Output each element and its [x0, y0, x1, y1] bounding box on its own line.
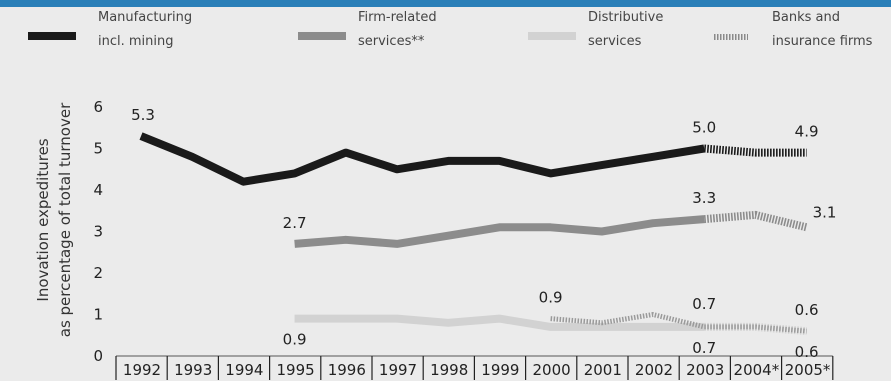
data-label-5: 3.3 [692, 189, 716, 207]
y-axis-title-line-1: Inovation expeditures [34, 138, 52, 301]
legend-item-4: Banks and insurance firms [714, 10, 873, 49]
y-tick-0: 0 [93, 347, 103, 365]
legend-swatch-2 [298, 32, 346, 40]
x-tick-1995: 1995 [277, 361, 315, 379]
data-label-9: 0.6 [795, 343, 819, 361]
series-line-firm-related-services [294, 215, 705, 248]
legend-label-3-line-2: services [588, 34, 642, 49]
legend-item-1: Manufacturing incl. mining [28, 10, 192, 49]
legend-item-2: Firm-related services** [298, 10, 437, 49]
legend-label-2-line-2: services** [358, 34, 425, 49]
x-tick-2002: 2002 [635, 361, 673, 379]
data-label-12: 0.6 [795, 301, 819, 319]
legend-label-4-line-2: insurance firms [772, 34, 873, 49]
y-tick-4: 4 [93, 181, 103, 199]
legend-swatch-1 [28, 32, 76, 40]
top-accent-bar [0, 0, 891, 7]
data-label-10: 0.9 [539, 289, 563, 307]
x-tick-2005: 2005* [785, 361, 831, 379]
legend-label-1-line-1: Manufacturing [98, 10, 192, 25]
data-label-7: 0.9 [283, 331, 307, 349]
x-tick-2001: 2001 [584, 361, 622, 379]
x-axis: 1992 1993 1994 1995 1996 1997 1998 1999 2000 2001… [115, 355, 834, 380]
legend-label-1-line-2: incl. mining [98, 34, 174, 49]
data-label-1: 5.3 [131, 106, 155, 124]
data-labels: 5.3 5.0 4.9 2.7 3.3 3.1 0.9 0.7 0.6 0.9 0.7 0.6 [131, 106, 836, 361]
x-tick-1998: 1998 [430, 361, 468, 379]
x-tick-1997: 1997 [379, 361, 417, 379]
series-projection-firm-related-services [703, 210, 808, 232]
legend-label-3-line-1: Distributive [588, 10, 663, 25]
series-line-manufacturing [139, 132, 705, 186]
legend-swatch-4 [714, 34, 748, 40]
y-tick-6: 6 [93, 98, 103, 116]
legend-swatch-3 [528, 32, 576, 40]
y-tick-5: 5 [93, 140, 103, 158]
y-tick-1: 1 [93, 306, 103, 324]
legend-label-4-line-1: Banks and [772, 10, 840, 25]
legend-label-2-line-1: Firm-related [358, 10, 437, 25]
y-tick-3: 3 [93, 223, 103, 241]
data-label-11: 0.7 [692, 295, 716, 313]
x-tick-2000: 2000 [533, 361, 571, 379]
series-lines [139, 132, 808, 336]
series-line-banks-insurance [550, 312, 807, 334]
x-tick-1994: 1994 [225, 361, 263, 379]
y-axis-ticks: 0 1 2 3 4 5 6 [93, 98, 103, 365]
x-tick-1999: 1999 [481, 361, 519, 379]
data-label-8: 0.7 [692, 339, 716, 357]
x-tick-2004: 2004* [734, 361, 780, 379]
y-axis-title-line-2: as percentage of total turnover [56, 102, 74, 337]
data-label-6: 3.1 [813, 203, 837, 221]
x-tick-1993: 1993 [174, 361, 212, 379]
y-tick-2: 2 [93, 264, 103, 282]
series-line-distributive-services [294, 314, 705, 331]
x-tick-1996: 1996 [328, 361, 366, 379]
legend: Manufacturing incl. mining Firm-related ser… [28, 10, 873, 49]
x-tick-2003: 2003 [686, 361, 724, 379]
data-label-3: 4.9 [795, 123, 819, 141]
x-tick-1992: 1992 [123, 361, 161, 379]
y-axis-title: Inovation expeditures as percentage of to… [34, 102, 74, 337]
legend-item-3: Distributive services [528, 10, 663, 49]
data-label-4: 2.7 [283, 214, 307, 232]
series-projection-manufacturing [703, 144, 807, 157]
data-label-2: 5.0 [692, 119, 716, 137]
